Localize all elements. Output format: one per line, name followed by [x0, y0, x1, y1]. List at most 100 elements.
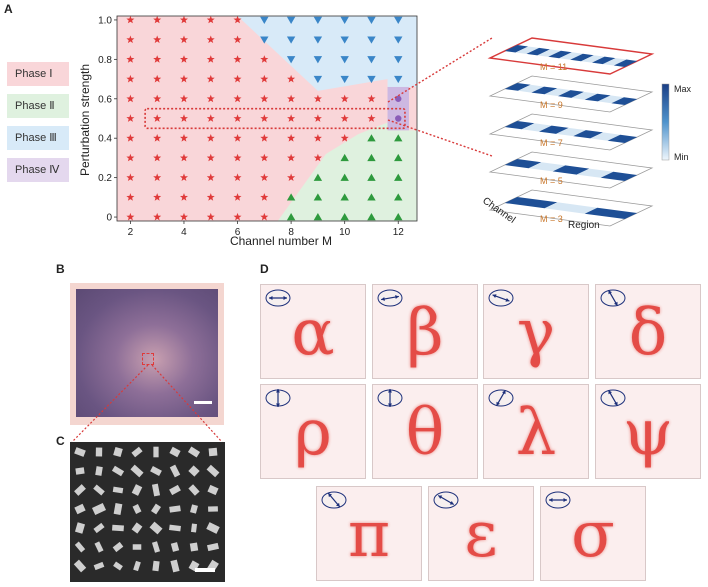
data-point-phase-1 — [180, 74, 188, 83]
data-point-phase-1 — [126, 55, 135, 63]
data-point-phase-1 — [180, 35, 188, 44]
x-axis-label: Channel number M — [230, 234, 332, 248]
letter-tile: α — [260, 284, 366, 379]
nanopillar — [93, 484, 105, 496]
nanopillar — [74, 541, 86, 553]
data-point-phase-1 — [340, 114, 349, 122]
data-point-phase-4 — [395, 115, 402, 122]
data-point-phase-3 — [367, 56, 376, 64]
data-point-phase-1 — [180, 55, 188, 63]
x-tick-label: 10 — [339, 227, 351, 238]
data-point-phase-3 — [367, 36, 376, 44]
data-point-phase-1 — [260, 193, 269, 201]
letter-glyph: π — [347, 498, 391, 572]
letter-tile: ε — [428, 486, 534, 581]
polarization-icon — [377, 389, 403, 407]
nanopillar — [188, 465, 200, 477]
y-tick-label: 1.0 — [98, 15, 112, 26]
stack-cell — [592, 56, 616, 65]
data-point-phase-2 — [394, 134, 403, 142]
layer-stack-diagram: M = 11M = 9M = 7M = 5M = 3 Channel Regio… — [480, 37, 692, 231]
data-point-phase-1 — [206, 35, 215, 44]
data-point-phase-3 — [286, 16, 296, 24]
letter-glyph: ψ — [622, 396, 674, 470]
data-point-phase-1 — [233, 15, 242, 24]
stack-cell — [600, 171, 638, 181]
data-point-phase-1 — [153, 114, 162, 122]
data-point-phase-1 — [153, 134, 162, 142]
data-point-phase-1 — [206, 55, 215, 63]
letter-tile: π — [316, 486, 422, 581]
data-point-phase-1 — [153, 35, 162, 44]
data-point-phase-3 — [260, 16, 269, 24]
panel-b-sample-image — [70, 283, 224, 425]
data-point-phase-3 — [286, 36, 296, 44]
nanopillar — [93, 561, 105, 571]
panel-label-c: C — [56, 434, 65, 448]
nanopillar — [169, 446, 181, 458]
data-point-phase-1 — [233, 134, 242, 142]
nanopillar — [131, 522, 143, 534]
legend-phase-2: Phase Ⅱ — [7, 94, 69, 118]
data-point-phase-2 — [340, 153, 349, 162]
data-point-phase-1 — [126, 15, 135, 24]
colorbar-min-label: Min — [674, 152, 689, 162]
data-point-phase-1 — [206, 173, 215, 181]
stack-cell — [611, 97, 638, 105]
data-point-phase-2 — [394, 173, 403, 181]
data-point-phase-2 — [313, 173, 323, 181]
nanopillar — [206, 542, 220, 552]
nanopillar — [113, 502, 123, 516]
stack-cell — [537, 49, 561, 57]
data-point-phase-3 — [340, 56, 349, 64]
polarization-icon — [377, 289, 403, 307]
stack-cell — [544, 202, 598, 214]
data-point-phase-1 — [313, 153, 322, 162]
letter-glyph: β — [406, 296, 444, 370]
stack-cell — [576, 168, 614, 178]
phase-region-3 — [237, 16, 417, 91]
nanopillar — [189, 542, 199, 552]
data-point-phase-1 — [206, 193, 215, 201]
letter-glyph: λ — [515, 396, 557, 470]
nanopillar — [74, 522, 86, 534]
polarization-icon — [545, 491, 571, 509]
nanopillar — [169, 524, 181, 532]
stack-cell — [559, 52, 583, 60]
stack-cell — [515, 46, 540, 54]
data-point-phase-2 — [367, 193, 376, 201]
nanopillar — [208, 506, 218, 512]
x-tick-label: 4 — [181, 227, 187, 238]
data-point-phase-1 — [260, 55, 269, 63]
plot-frame — [116, 15, 418, 222]
stack-cell — [584, 93, 611, 102]
data-point-phase-1 — [126, 193, 135, 201]
data-point-phase-3 — [394, 56, 403, 64]
nanopillar — [206, 522, 220, 534]
data-point-phase-1 — [153, 193, 162, 201]
stack-layer-label: M = 7 — [540, 138, 563, 148]
nanopillar — [187, 446, 201, 458]
data-point-phase-1 — [180, 15, 188, 24]
stack-cell — [544, 88, 571, 97]
letter-tile: ψ — [595, 384, 701, 479]
stack-cell — [571, 91, 598, 100]
stack-cell — [504, 121, 535, 130]
data-point-phase-1 — [126, 35, 135, 44]
letter-glyph: ρ — [294, 396, 332, 470]
stack-cell — [548, 50, 572, 59]
nanopillar — [133, 560, 141, 572]
stack-cell — [584, 207, 638, 219]
data-point-phase-2 — [367, 134, 376, 142]
data-point-phase-1 — [233, 35, 242, 44]
data-point-phase-2 — [367, 213, 376, 221]
nanopillar — [190, 523, 198, 533]
polarization-icon — [600, 289, 626, 307]
x-tick-label: 12 — [393, 227, 405, 238]
data-point-phase-1 — [126, 74, 135, 83]
stack-cell — [521, 123, 552, 132]
data-point-phase-1 — [260, 94, 269, 103]
data-point-phase-2 — [394, 193, 403, 201]
data-point-phase-1 — [233, 153, 242, 162]
nanopillar — [150, 503, 162, 515]
